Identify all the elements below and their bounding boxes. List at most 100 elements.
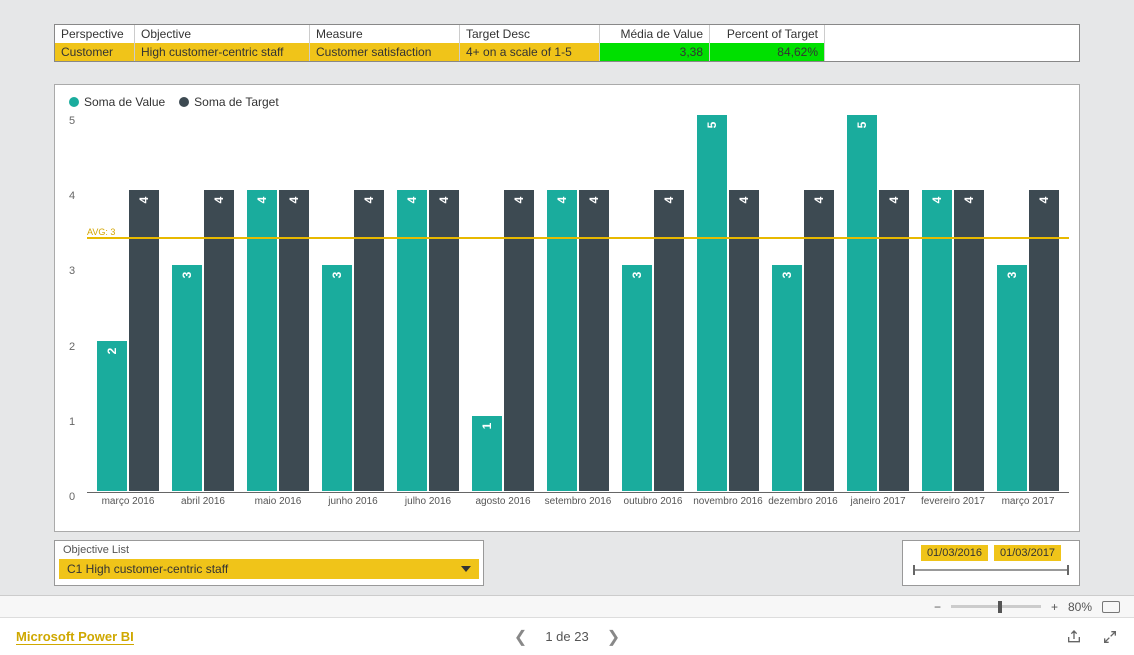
bar-value-label: 3 — [330, 272, 344, 279]
bar-value-label: 3 — [180, 272, 194, 279]
cell-target-desc: 4+ on a scale of 1-5 — [460, 43, 600, 61]
avg-reference-line — [87, 237, 1069, 239]
table-header-row: Perspective Objective Measure Target Des… — [55, 25, 1079, 43]
legend-label-target: Soma de Target — [194, 95, 279, 109]
cell-perspective: Customer — [55, 43, 135, 61]
bar-target[interactable]: 4 — [729, 190, 759, 491]
slicer-selected-value: C1 High customer-centric staff — [67, 562, 228, 576]
cell-measure: Customer satisfaction — [310, 43, 460, 61]
legend-label-value: Soma de Value — [84, 95, 165, 109]
x-category-label: novembro 2016 — [688, 491, 768, 507]
table-row[interactable]: Customer High customer-centric staff Cus… — [55, 43, 1079, 61]
bar-value-label: 5 — [705, 122, 719, 129]
bar-value[interactable]: 4 — [247, 190, 277, 491]
bar-value-label: 4 — [930, 197, 944, 204]
cell-percent-target: 84,62% — [710, 43, 825, 61]
zoom-out-button[interactable]: − — [934, 600, 941, 614]
zoom-in-button[interactable]: + — [1051, 600, 1058, 614]
bar-value[interactable]: 2 — [97, 341, 127, 491]
bar-target[interactable]: 4 — [129, 190, 159, 491]
prev-page-button[interactable]: ❮ — [514, 627, 527, 647]
bar-value-label: 3 — [780, 272, 794, 279]
bar-target[interactable]: 4 — [879, 190, 909, 491]
y-tick-label: 2 — [69, 341, 75, 353]
bar-chart[interactable]: Soma de Value Soma de Target 012345AVG: … — [54, 84, 1080, 532]
slicer-dropdown[interactable]: C1 High customer-centric staff — [59, 559, 479, 579]
bar-target-label: 4 — [212, 197, 226, 204]
col-measure: Measure — [310, 25, 460, 43]
x-category-label: outubro 2016 — [613, 491, 693, 507]
zoom-thumb[interactable] — [998, 601, 1002, 613]
y-tick-label: 3 — [69, 265, 75, 277]
bar-value[interactable]: 3 — [322, 265, 352, 491]
bar-target[interactable]: 4 — [954, 190, 984, 491]
zoom-percent: 80% — [1068, 600, 1092, 614]
bar-target[interactable]: 4 — [204, 190, 234, 491]
y-tick-label: 4 — [69, 190, 75, 202]
brand-link[interactable]: Microsoft Power BI — [16, 629, 134, 645]
objective-list-slicer[interactable]: Objective List C1 High customer-centric … — [54, 540, 484, 586]
zoom-slider[interactable] — [951, 605, 1041, 608]
bar-target-label: 4 — [662, 197, 676, 204]
bar-target-label: 4 — [737, 197, 751, 204]
legend-item-value[interactable]: Soma de Value — [69, 95, 165, 109]
date-slider[interactable] — [909, 565, 1073, 575]
y-tick-label: 5 — [69, 115, 75, 127]
col-perspective: Perspective — [55, 25, 135, 43]
share-icon[interactable] — [1066, 629, 1082, 645]
cell-objective: High customer-centric staff — [135, 43, 310, 61]
x-category-label: fevereiro 2017 — [913, 491, 993, 507]
col-target-desc: Target Desc — [460, 25, 600, 43]
slider-handle-left[interactable] — [913, 565, 915, 575]
col-percent-target: Percent of Target — [710, 25, 825, 43]
legend-dot-value — [69, 97, 79, 107]
bar-value-label: 4 — [555, 197, 569, 204]
bar-target[interactable]: 4 — [354, 190, 384, 491]
bar-target[interactable]: 4 — [579, 190, 609, 491]
x-category-label: agosto 2016 — [463, 491, 543, 507]
fullscreen-icon[interactable] — [1102, 629, 1118, 645]
bar-value[interactable]: 3 — [622, 265, 652, 491]
bar-target-label: 4 — [587, 197, 601, 204]
chart-legend: Soma de Value Soma de Target — [69, 95, 279, 109]
zoom-toolbar: − + 80% — [0, 595, 1134, 617]
legend-item-target[interactable]: Soma de Target — [179, 95, 279, 109]
slicer-title: Objective List — [55, 541, 483, 559]
bar-value[interactable]: 5 — [697, 115, 727, 491]
slider-handle-right[interactable] — [1067, 565, 1069, 575]
date-end[interactable]: 01/03/2017 — [994, 545, 1061, 561]
x-category-label: setembro 2016 — [538, 491, 618, 507]
bar-target[interactable]: 4 — [1029, 190, 1059, 491]
bar-target-label: 4 — [962, 197, 976, 204]
bar-target-label: 4 — [887, 197, 901, 204]
date-range-slicer[interactable]: 01/03/2016 01/03/2017 — [902, 540, 1080, 586]
bar-target[interactable]: 4 — [504, 190, 534, 491]
bar-target[interactable]: 4 — [654, 190, 684, 491]
bar-value[interactable]: 4 — [922, 190, 952, 491]
bar-value-label: 3 — [630, 272, 644, 279]
bar-value[interactable]: 3 — [772, 265, 802, 491]
bar-target[interactable]: 4 — [429, 190, 459, 491]
x-category-label: dezembro 2016 — [763, 491, 843, 507]
bar-target[interactable]: 4 — [279, 190, 309, 491]
bar-target-label: 4 — [137, 197, 151, 204]
bar-value[interactable]: 4 — [547, 190, 577, 491]
x-category-label: maio 2016 — [238, 491, 318, 507]
y-tick-label: 0 — [69, 491, 75, 503]
bar-value[interactable]: 3 — [172, 265, 202, 491]
page-indicator: 1 de 23 — [545, 629, 588, 644]
x-category-label: janeiro 2017 — [838, 491, 918, 507]
chevron-down-icon — [461, 566, 471, 572]
next-page-button[interactable]: ❯ — [607, 627, 620, 647]
bar-value[interactable]: 3 — [997, 265, 1027, 491]
bar-value-label: 4 — [405, 197, 419, 204]
bar-value-label: 2 — [105, 347, 119, 354]
date-start[interactable]: 01/03/2016 — [921, 545, 988, 561]
bar-target-label: 4 — [287, 197, 301, 204]
bar-value[interactable]: 1 — [472, 416, 502, 491]
fit-to-page-icon[interactable] — [1102, 601, 1120, 613]
bar-target[interactable]: 4 — [804, 190, 834, 491]
bar-value[interactable]: 4 — [397, 190, 427, 491]
avg-line-label: AVG: 3 — [87, 227, 115, 237]
bar-value[interactable]: 5 — [847, 115, 877, 491]
